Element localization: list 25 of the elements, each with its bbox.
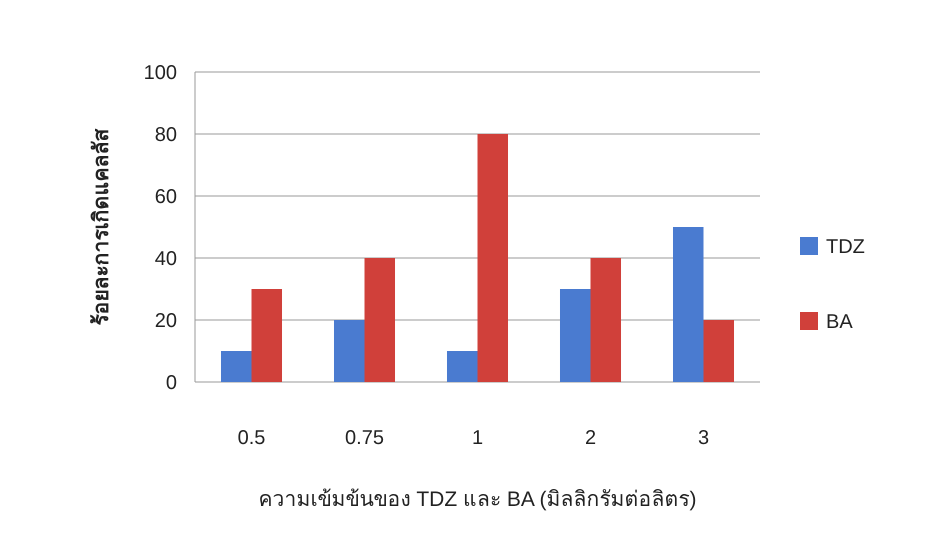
y-tick-label: 60 — [154, 186, 177, 208]
y-tick-label: 80 — [154, 124, 177, 146]
legend-label: TDZ — [826, 236, 865, 258]
x-tick-label: 0.75 — [345, 427, 384, 449]
bar — [560, 289, 590, 382]
bar — [364, 258, 396, 382]
bar — [446, 351, 478, 382]
bar — [590, 258, 622, 382]
bar — [478, 134, 508, 382]
x-tick-label: 2 — [584, 427, 596, 449]
y-axis-title: ร้อยละการเกิดแคลลัส — [89, 128, 113, 326]
bar — [252, 289, 282, 382]
x-tick-label: 1 — [472, 427, 484, 449]
bar — [220, 351, 252, 382]
x-tick-label: 3 — [698, 427, 710, 449]
y-tick-label: 100 — [144, 62, 177, 84]
bar — [672, 227, 704, 382]
y-tick-label: 40 — [154, 248, 177, 270]
legend-label: BA — [826, 311, 854, 333]
bar — [704, 320, 734, 382]
y-tick-label: 20 — [154, 310, 177, 332]
y-tick-label: 0 — [166, 372, 177, 394]
x-axis-title: ความเข้มข้นของ TDZ และ BA (มิลลิกรัมต่อลิตร) — [258, 488, 696, 511]
x-tick-label: 0.5 — [238, 427, 266, 449]
bar — [334, 320, 364, 382]
